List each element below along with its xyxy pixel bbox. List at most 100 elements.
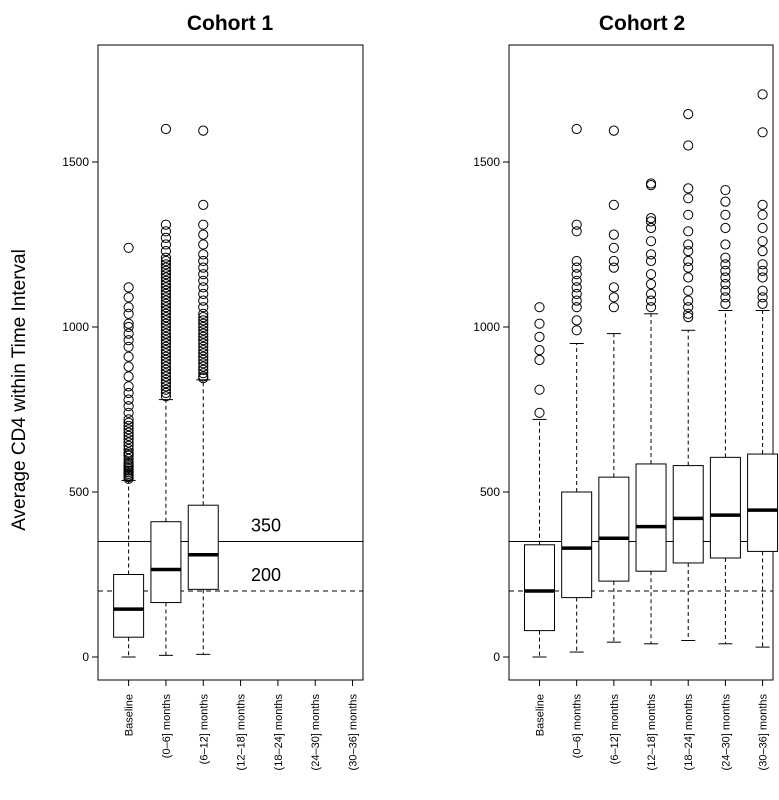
panel-cohort-2: Cohort 2 0 500 1000 1500 Baseline (0–6] months…: [473, 12, 779, 771]
box-(30–36] months: [747, 89, 779, 648]
box-(0–6] months: [150, 123, 182, 656]
outlier-point: [123, 341, 134, 352]
outlier-point: [160, 348, 172, 359]
outlier-point: [757, 89, 768, 100]
outlier-point: [608, 292, 619, 303]
outlier-point: [645, 288, 657, 300]
outlier-point: [160, 255, 172, 267]
box-iqr: [561, 491, 593, 599]
outlier-point: [123, 447, 134, 458]
outlier-point: [645, 255, 657, 267]
outlier-point: [198, 345, 209, 356]
x-tick-label: (24–30] months: [720, 694, 732, 771]
outlier-point: [123, 292, 134, 303]
outlier-point: [757, 292, 768, 303]
outlier-point: [683, 295, 694, 306]
outlier-point: [123, 387, 134, 399]
outlier-point: [160, 368, 172, 379]
outlier-point: [123, 427, 134, 438]
outlier-point: [123, 371, 134, 382]
outlier-point: [160, 265, 172, 276]
y-tick-label: 500: [69, 485, 89, 499]
outlier-point: [160, 321, 172, 333]
outlier-point: [645, 302, 657, 313]
outlier-point: [160, 246, 172, 257]
outlier-point: [608, 229, 619, 240]
outlier-point: [198, 354, 209, 366]
outlier-point: [720, 222, 731, 234]
outlier-point: [645, 178, 657, 189]
outlier-point: [160, 338, 172, 349]
box-iqr: [709, 456, 741, 559]
outlier-point: [571, 269, 582, 280]
outlier-point: [645, 249, 657, 260]
outlier-point: [160, 341, 172, 352]
box-iqr: [747, 453, 779, 552]
reference-label-200: 200: [251, 565, 281, 585]
outlier-point: [720, 259, 731, 270]
outlier-point: [198, 361, 209, 372]
outlier-point: [683, 226, 694, 237]
outlier-point: [198, 125, 209, 136]
outlier-point: [160, 345, 172, 356]
outlier-point: [198, 288, 209, 300]
outlier-point: [198, 302, 209, 313]
outlier-point: [757, 209, 768, 220]
outlier-point: [534, 354, 545, 366]
outlier-point: [160, 381, 172, 392]
outlier-point: [198, 341, 209, 352]
outlier-point: [683, 109, 694, 120]
y-tick-label: 500: [480, 485, 500, 499]
outlier-point: [160, 275, 172, 286]
y-tick-label: 1500: [473, 155, 500, 169]
outlier-point: [683, 272, 694, 283]
outlier-point: [160, 298, 172, 309]
box-(0–6] months: [561, 123, 593, 653]
x-tick-label: (30–36] months: [348, 694, 360, 771]
outlier-point: [123, 242, 134, 253]
outlier-point: [571, 282, 582, 293]
outlier-point: [160, 239, 172, 250]
outlier-point: [160, 358, 172, 369]
outlier-point: [160, 354, 172, 366]
outlier-point: [123, 335, 134, 346]
outlier-point: [198, 255, 209, 267]
outlier-point: [123, 328, 134, 339]
outlier-point: [534, 407, 545, 418]
outlier-point: [198, 338, 209, 349]
outlier-point: [160, 351, 172, 362]
outlier-point: [123, 401, 134, 412]
outlier-point: [571, 262, 582, 273]
outlier-point: [198, 295, 209, 306]
outlier-point: [608, 262, 619, 273]
panel-title: Cohort 1: [187, 12, 274, 35]
box-(12–18] months: [635, 178, 667, 645]
outlier-point: [160, 272, 172, 283]
outlier-point: [123, 394, 134, 405]
x-tick-label: Baseline: [534, 694, 546, 736]
outlier-point: [160, 335, 172, 346]
outlier-point: [160, 374, 172, 385]
outlier-point: [571, 302, 582, 313]
outlier-point: [123, 430, 134, 441]
outlier-point: [123, 417, 134, 428]
outlier-point: [683, 262, 694, 273]
outlier-point: [198, 335, 209, 346]
outlier-point: [160, 259, 172, 270]
outlier-point: [160, 312, 172, 323]
outlier-point: [757, 285, 768, 296]
outlier-point: [160, 361, 172, 372]
outlier-point: [720, 252, 731, 263]
y-tick-label: 1500: [62, 155, 89, 169]
outlier-point: [645, 236, 657, 247]
outlier-point: [123, 457, 134, 468]
outlier-point: [123, 381, 134, 392]
outlier-point: [160, 279, 172, 290]
outlier-point: [720, 279, 731, 290]
outlier-point: [757, 127, 768, 138]
outlier-point: [571, 295, 582, 306]
outlier-point: [160, 391, 172, 402]
outlier-point: [571, 123, 582, 135]
y-tick-label: 0: [82, 650, 89, 664]
outlier-point: [198, 351, 209, 362]
